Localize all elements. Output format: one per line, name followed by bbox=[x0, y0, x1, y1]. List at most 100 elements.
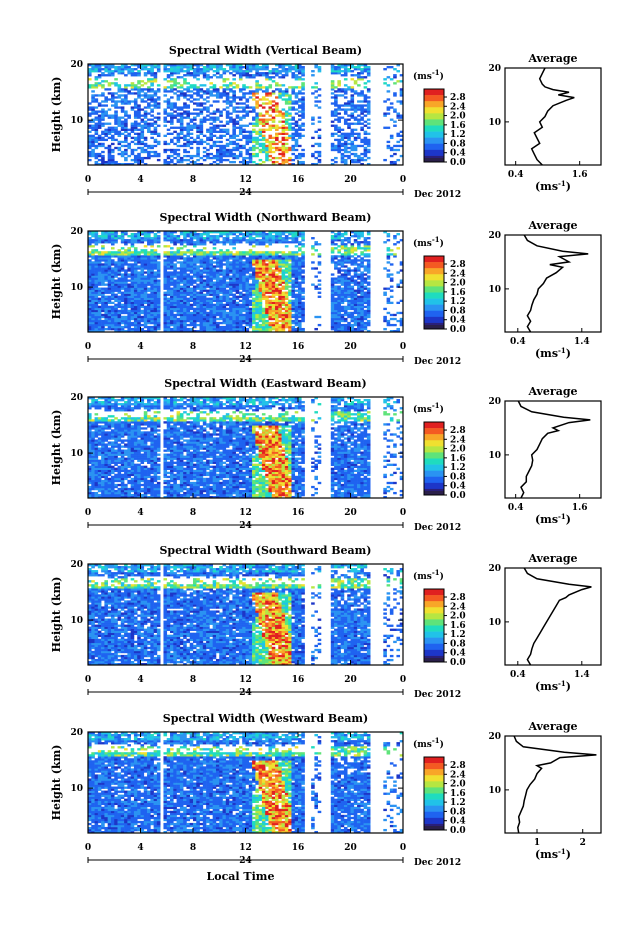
heatmap-cell bbox=[120, 307, 125, 311]
heatmap-cell bbox=[261, 134, 266, 138]
colorbar-segment bbox=[424, 137, 444, 145]
heatmap-cell bbox=[127, 299, 131, 302]
heatmap-cell bbox=[219, 148, 223, 152]
heatmap-cell bbox=[97, 110, 102, 113]
heatmap-cell bbox=[150, 144, 154, 148]
heatmap-cell bbox=[133, 100, 138, 103]
heatmap-cell bbox=[143, 110, 148, 113]
heatmap-cell bbox=[173, 313, 177, 317]
heatmap-cell bbox=[94, 325, 99, 329]
heatmap-cell bbox=[389, 136, 394, 140]
heatmap-cell bbox=[225, 311, 230, 315]
heatmap-cell bbox=[183, 329, 187, 333]
heatmap-cell bbox=[245, 251, 250, 254]
heatmap-cell bbox=[238, 259, 243, 262]
heatmap-cell bbox=[173, 321, 177, 325]
heatmap-cell bbox=[222, 299, 227, 302]
heatmap-cell bbox=[275, 64, 279, 67]
heatmap-cell bbox=[271, 255, 276, 258]
heatmap-cell bbox=[88, 237, 92, 240]
heatmap-cell bbox=[242, 329, 246, 333]
heatmap-cell bbox=[261, 237, 266, 240]
heatmap-cell bbox=[94, 124, 99, 127]
heatmap-cell bbox=[150, 245, 154, 248]
heatmap-cell bbox=[170, 116, 174, 119]
heatmap-cell bbox=[196, 136, 200, 140]
heatmap-cell bbox=[150, 287, 154, 290]
heatmap-cell bbox=[97, 237, 102, 240]
heatmap-cell bbox=[271, 269, 276, 272]
heatmap-cell bbox=[284, 237, 289, 240]
heatmap-cell bbox=[186, 329, 191, 333]
heatmap-cell bbox=[202, 317, 207, 321]
heatmap-cell bbox=[193, 309, 197, 313]
heatmap-cell bbox=[340, 108, 345, 111]
heatmap-cell bbox=[248, 146, 253, 150]
heatmap-cell bbox=[140, 295, 145, 298]
heatmap-cell bbox=[255, 321, 259, 325]
heatmap-cell bbox=[186, 297, 191, 300]
heatmap-cell bbox=[340, 158, 345, 162]
heatmap-cell bbox=[156, 293, 161, 296]
heatmap-cell bbox=[130, 275, 135, 278]
heatmap-cell bbox=[238, 271, 243, 274]
heatmap-cell bbox=[110, 231, 115, 234]
heatmap-cell bbox=[114, 261, 118, 264]
heatmap-cell bbox=[225, 235, 230, 238]
heatmap-cell bbox=[94, 154, 99, 158]
heatmap-cell bbox=[107, 74, 112, 77]
heatmap-cell bbox=[97, 301, 102, 305]
heatmap-cell bbox=[225, 261, 230, 264]
heatmap-cell bbox=[193, 112, 197, 115]
heatmap-cell bbox=[110, 72, 115, 75]
heatmap-cell bbox=[130, 273, 135, 276]
heatmap-cell bbox=[91, 140, 95, 144]
heatmap-cell bbox=[186, 323, 191, 327]
heatmap-cell bbox=[150, 100, 154, 103]
heatmap-cell bbox=[275, 70, 279, 73]
heatmap-cell bbox=[255, 100, 259, 103]
heatmap-cell bbox=[120, 253, 125, 256]
heatmap-cell bbox=[357, 132, 361, 135]
heatmap-cell bbox=[294, 130, 299, 133]
heatmap-cell bbox=[133, 235, 138, 238]
heatmap-cell bbox=[97, 265, 102, 268]
heatmap-cell bbox=[137, 323, 141, 327]
heatmap-cell bbox=[235, 102, 240, 105]
heatmap-cell bbox=[170, 255, 174, 258]
heatmap-cell bbox=[189, 86, 194, 89]
heatmap-cell bbox=[248, 76, 253, 79]
heatmap-cell bbox=[222, 285, 227, 288]
heatmap-cell bbox=[232, 132, 236, 135]
heatmap-cell bbox=[114, 319, 118, 323]
heatmap-cell bbox=[357, 160, 361, 164]
heatmap-cell bbox=[133, 313, 138, 317]
heatmap-cell bbox=[114, 263, 118, 266]
heatmap-cell bbox=[232, 271, 236, 274]
heatmap-cell bbox=[275, 146, 279, 150]
heatmap-cell bbox=[222, 257, 227, 260]
heatmap-cell bbox=[120, 128, 125, 131]
heatmap-cell bbox=[110, 315, 115, 319]
heatmap-cell bbox=[117, 132, 122, 135]
heatmap-cell bbox=[232, 301, 236, 305]
heatmap-cell bbox=[222, 325, 227, 329]
heatmap-cell bbox=[137, 329, 141, 333]
heatmap-cell bbox=[117, 253, 122, 256]
heatmap-cell bbox=[212, 100, 217, 103]
heatmap-cell bbox=[219, 68, 223, 71]
heatmap-cell bbox=[265, 329, 269, 333]
heatmap-cell bbox=[153, 78, 158, 81]
heatmap-cell bbox=[275, 323, 279, 327]
heatmap-cell bbox=[238, 152, 243, 156]
heatmap-cell bbox=[298, 114, 302, 117]
heatmap-cell bbox=[245, 309, 250, 313]
heatmap-cell bbox=[170, 102, 174, 105]
heatmap-cell bbox=[166, 160, 171, 164]
heatmap-cell bbox=[235, 126, 240, 129]
heatmap-cell bbox=[170, 126, 174, 129]
heatmap-cell bbox=[363, 146, 368, 150]
heatmap-cell bbox=[275, 317, 279, 321]
heatmap-cell bbox=[219, 110, 223, 113]
heatmap-cell bbox=[170, 319, 174, 323]
